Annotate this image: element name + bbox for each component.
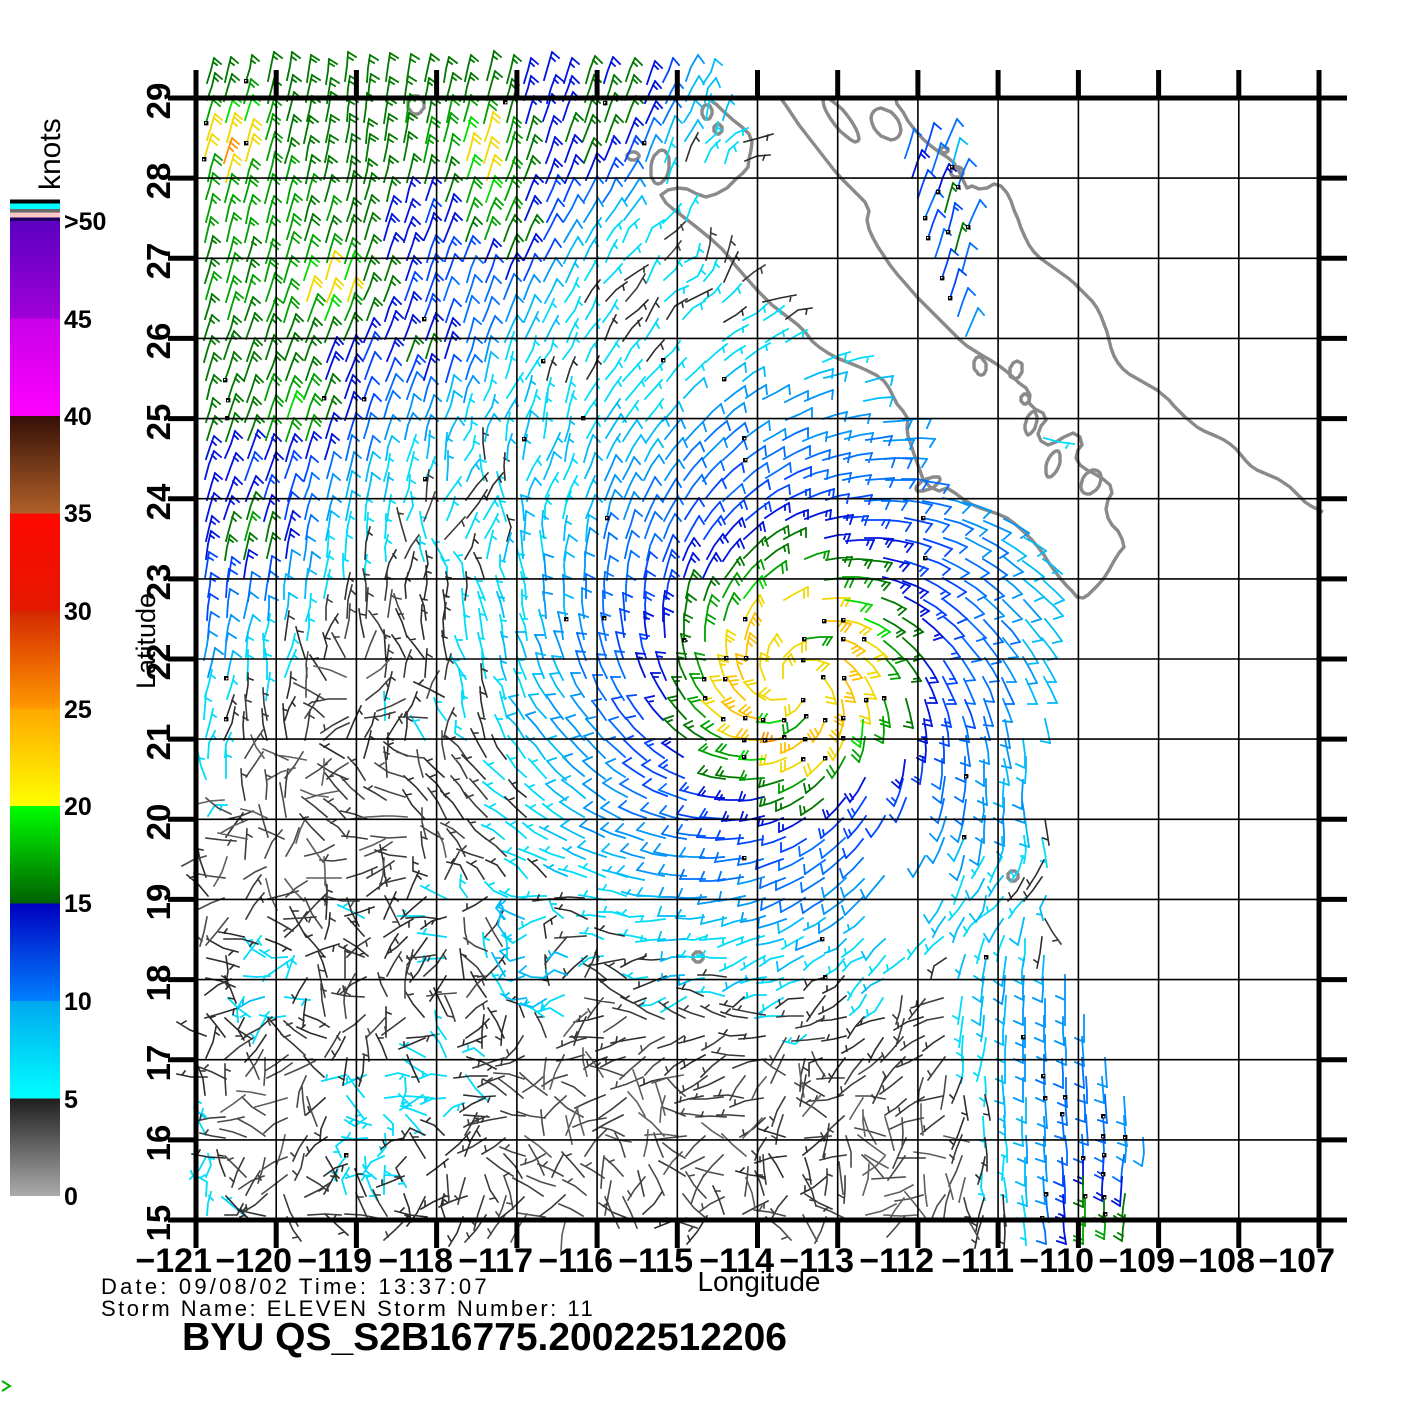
svg-text:25: 25 [140, 404, 177, 441]
svg-text:Latitude: Latitude [131, 593, 161, 689]
svg-text:Storm Name: ELEVEN Storm: Storm Name: ELEVEN Storm Number: 11 [101, 1296, 595, 1321]
svg-text:knots: knots [34, 118, 67, 190]
svg-text:−116: −116 [538, 1242, 613, 1280]
svg-text:0: 0 [64, 1183, 78, 1211]
svg-text:24: 24 [140, 483, 177, 520]
svg-text:35: 35 [64, 500, 92, 528]
svg-text:28: 28 [140, 163, 177, 200]
svg-text:10: 10 [64, 988, 92, 1016]
svg-text:−113: −113 [779, 1242, 854, 1280]
svg-text:−115: −115 [618, 1242, 693, 1280]
svg-text:30: 30 [64, 598, 92, 626]
svg-text:−107: −107 [1258, 1242, 1335, 1280]
svg-text:21: 21 [140, 724, 177, 761]
svg-text:18: 18 [140, 965, 177, 1002]
svg-text:15: 15 [140, 1205, 177, 1242]
svg-text:−119: −119 [297, 1242, 372, 1280]
svg-text:22: 22 [140, 644, 177, 681]
svg-text:−120: −120 [215, 1242, 292, 1280]
svg-text:19: 19 [140, 884, 177, 921]
svg-text:−109: −109 [1098, 1242, 1175, 1280]
svg-text:−110: −110 [1019, 1242, 1094, 1280]
svg-text:−108: −108 [1178, 1242, 1255, 1280]
svg-text:40: 40 [64, 403, 92, 431]
svg-text:−112: −112 [859, 1242, 934, 1280]
svg-text:20: 20 [140, 804, 177, 841]
svg-text:17: 17 [140, 1045, 177, 1082]
svg-text:15: 15 [64, 890, 92, 918]
svg-text:Longitude: Longitude [697, 1266, 820, 1297]
svg-text:Date: 09/08/02 Time: 13:3: Date: 09/08/02 Time: 13:37:07 [101, 1274, 490, 1299]
svg-text:−121: −121 [135, 1242, 212, 1280]
svg-text:−117: −117 [458, 1242, 533, 1280]
svg-text:29: 29 [140, 83, 177, 120]
svg-text:16: 16 [140, 1125, 177, 1162]
svg-text:45: 45 [64, 306, 92, 334]
svg-text:5: 5 [64, 1086, 78, 1114]
svg-text:>50: >50 [64, 208, 106, 236]
svg-text:26: 26 [140, 323, 177, 360]
svg-text:20: 20 [64, 793, 92, 821]
svg-text:−118: −118 [378, 1242, 453, 1280]
svg-text:BYU QS_S2B16775.20022512206: BYU QS_S2B16775.20022512206 [182, 1316, 787, 1359]
svg-text:27: 27 [140, 243, 177, 280]
svg-text:23: 23 [140, 564, 177, 601]
svg-text:−114: −114 [699, 1242, 774, 1280]
svg-text:−111: −111 [941, 1242, 1014, 1280]
svg-text:25: 25 [64, 696, 92, 724]
